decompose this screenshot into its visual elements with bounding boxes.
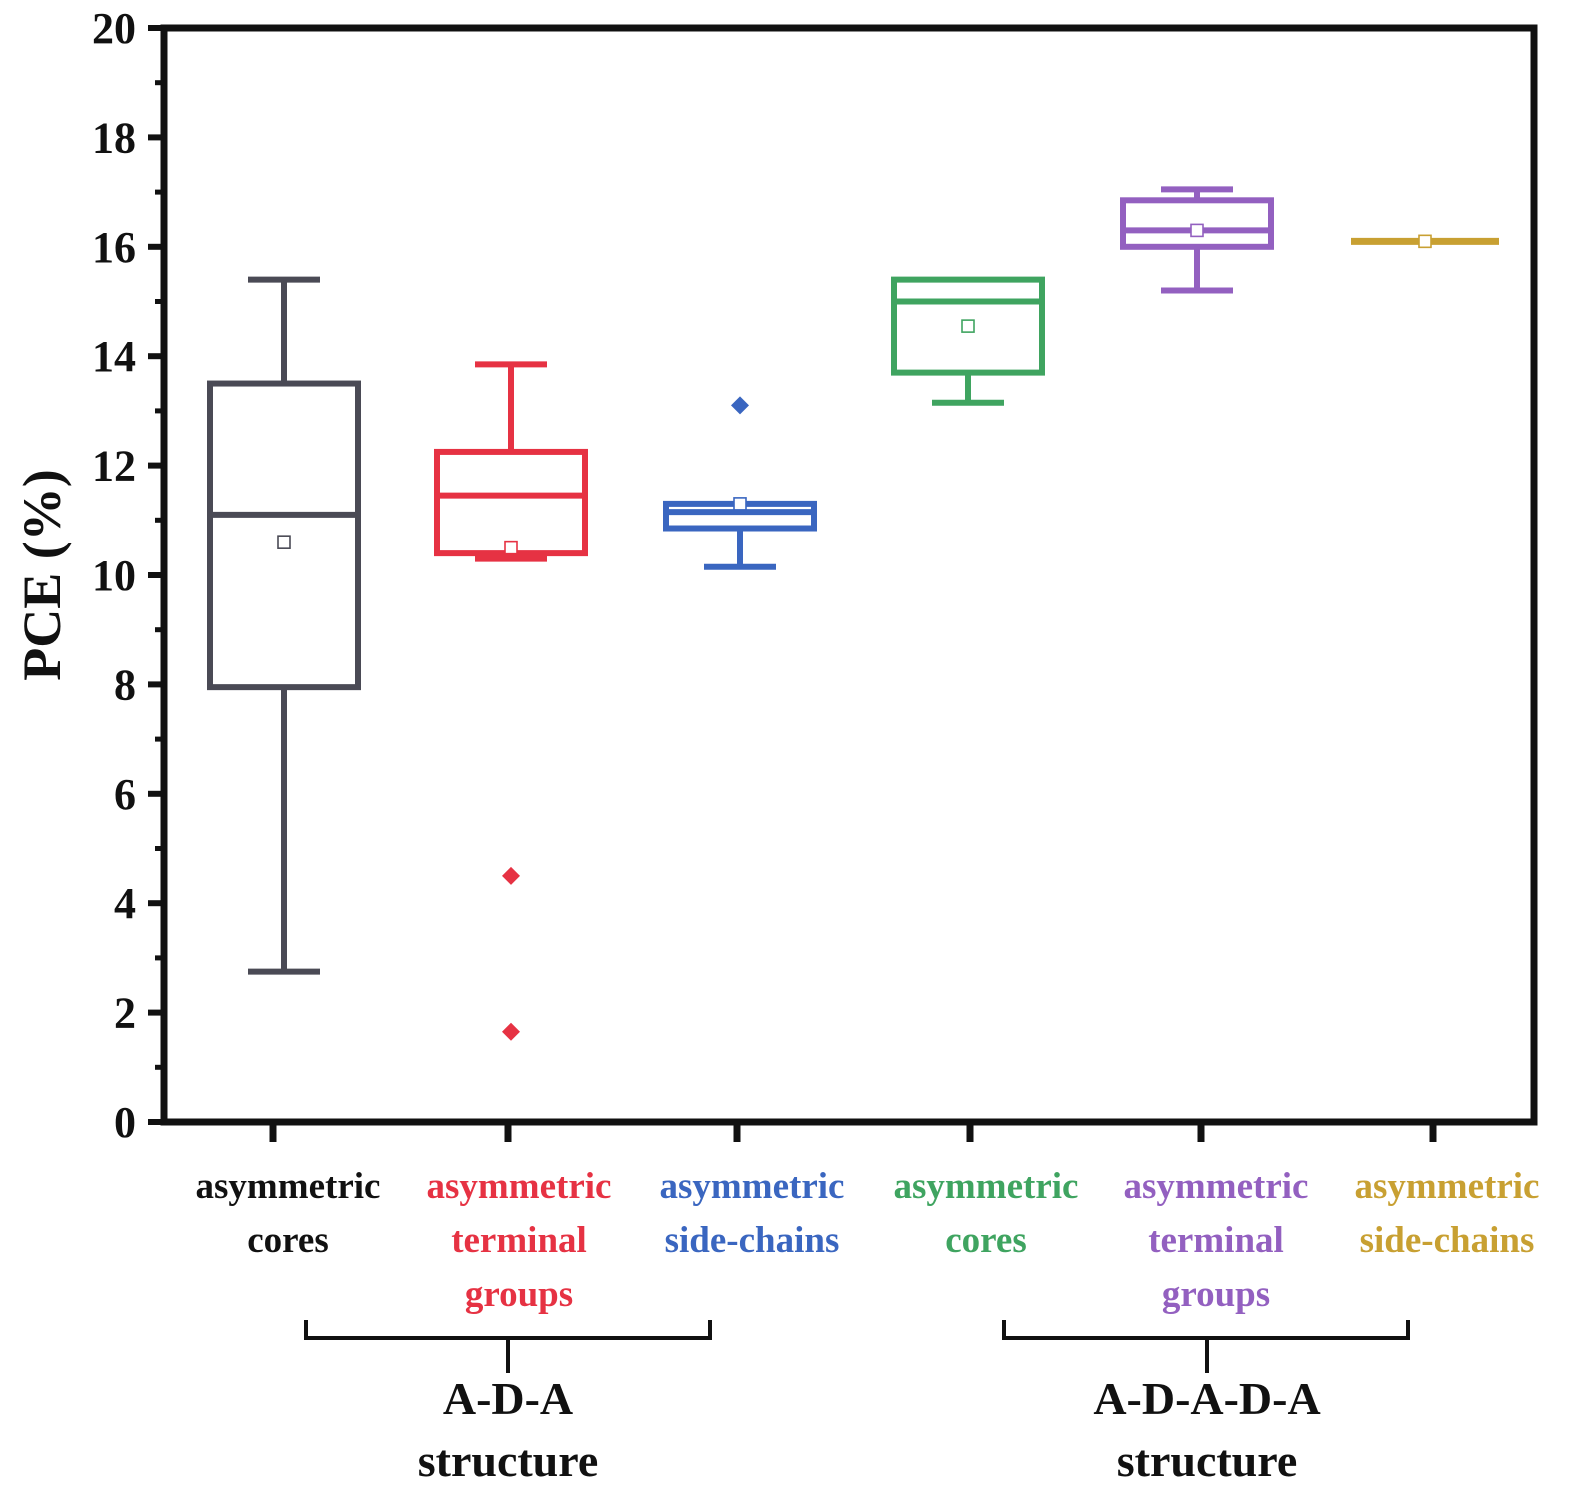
y-tick-label: 6 xyxy=(114,770,136,819)
iqr-box xyxy=(207,380,361,691)
y-tick-label: 12 xyxy=(92,442,136,491)
box-4 xyxy=(891,276,1045,406)
box-3 xyxy=(663,396,817,570)
category-label-3: asymmetric side-chains xyxy=(660,1166,845,1261)
category-label-5: asymmetric terminal groups xyxy=(1124,1166,1309,1315)
mean-marker xyxy=(1190,223,1204,238)
mean-marker xyxy=(504,540,518,555)
group-label: A-D-A structure xyxy=(418,1373,599,1486)
y-tick-label: 16 xyxy=(92,223,136,272)
bracket-line xyxy=(304,1320,712,1373)
y-tick-label: 20 xyxy=(92,4,136,53)
y-tick-label: 10 xyxy=(92,551,136,600)
y-tick-label: 8 xyxy=(114,660,136,709)
group-bracket-2: A-D-A-D-A structure xyxy=(1002,1320,1410,1486)
plot-frame xyxy=(160,24,1538,1126)
iqr-box xyxy=(434,448,588,557)
category-label-1: asymmetric cores xyxy=(196,1166,381,1261)
category-label-6: asymmetric side-chains xyxy=(1355,1166,1540,1261)
boxes-layer xyxy=(207,186,1499,1041)
outlier-point xyxy=(502,866,520,885)
mean-marker xyxy=(733,497,747,511)
iqr-box xyxy=(891,276,1045,376)
category-labels: asymmetric cores asymmetric terminal groups a… xyxy=(196,1166,1540,1315)
group-bracket-1: A-D-A structure xyxy=(304,1320,712,1486)
group-brackets: A-D-A structure A-D-A-D-A structure xyxy=(304,1320,1410,1486)
y-tick-label: 0 xyxy=(114,1098,136,1147)
bracket-line xyxy=(1002,1320,1410,1373)
y-axis: 0 2 4 6 8 10 12 14 16 18 20 xyxy=(92,4,164,1147)
mean-marker xyxy=(961,319,975,333)
x-axis xyxy=(269,1122,1437,1142)
box-5 xyxy=(1120,186,1274,294)
outlier-point xyxy=(731,396,749,415)
outlier-point xyxy=(502,1022,520,1041)
category-label-2: asymmetric terminal groups xyxy=(427,1166,612,1315)
mean-marker xyxy=(277,535,291,549)
mean-marker xyxy=(1418,234,1432,249)
y-tick-label: 4 xyxy=(114,879,136,928)
group-label: A-D-A-D-A structure xyxy=(1093,1373,1320,1486)
y-tick-label: 2 xyxy=(114,989,136,1038)
box-2 xyxy=(434,361,588,1041)
box-1 xyxy=(207,276,361,975)
y-tick-label: 14 xyxy=(92,332,136,381)
y-axis-title: PCE (%) xyxy=(12,469,72,680)
y-tick-label: 18 xyxy=(92,113,136,162)
iqr-box xyxy=(1120,197,1274,250)
category-label-4: asymmetric cores xyxy=(894,1166,1079,1261)
box-6 xyxy=(1351,234,1499,249)
